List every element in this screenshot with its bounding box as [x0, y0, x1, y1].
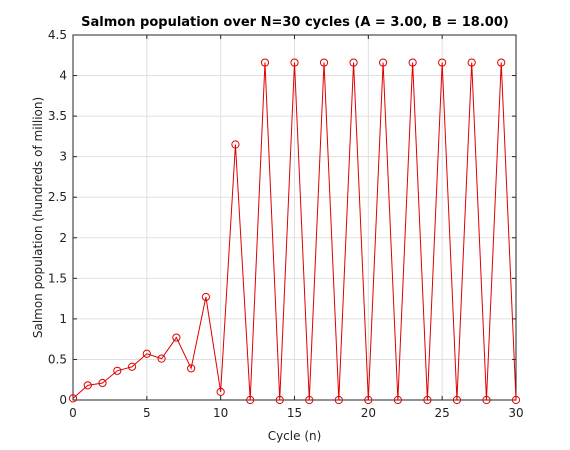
- data-point: [334, 395, 343, 405]
- y-tick-label: 3: [59, 150, 67, 164]
- grid: [72, 34, 517, 401]
- y-tick-label: 4: [59, 69, 67, 83]
- y-tick-label: 3.5: [48, 109, 67, 123]
- data-point: [260, 58, 270, 67]
- y-tick-label: 2.5: [48, 190, 67, 204]
- data-series: [68, 58, 521, 405]
- series-line: [72, 62, 517, 401]
- x-tick-label: 30: [508, 406, 523, 420]
- data-point: [305, 395, 314, 405]
- y-tick-label: 0: [59, 393, 67, 407]
- data-point: [349, 58, 358, 67]
- data-point: [231, 140, 240, 149]
- data-point: [127, 362, 137, 371]
- data-point: [452, 395, 462, 405]
- data-point: [511, 395, 521, 405]
- x-tick-label: 10: [213, 406, 228, 420]
- axis-ticks: 0 5 10 15 20 25 30 0 0.5 1 1.5 2 2.5 3 3.5 4 4.5: [48, 28, 524, 420]
- data-point: [68, 394, 78, 403]
- x-tick-label: 0: [69, 406, 77, 420]
- data-point: [438, 58, 447, 67]
- x-tick-label: 5: [143, 406, 151, 420]
- x-axis-label: Cycle (n): [268, 429, 322, 443]
- x-tick-label: 20: [361, 406, 376, 420]
- data-point: [319, 58, 329, 67]
- data-point: [83, 381, 92, 390]
- data-point: [408, 58, 417, 67]
- data-point: [172, 333, 181, 342]
- data-point: [482, 395, 491, 405]
- y-tick-label: 0.5: [48, 352, 67, 366]
- y-tick-label: 2: [59, 231, 67, 245]
- data-point: [113, 366, 122, 375]
- data-point: [379, 58, 388, 67]
- x-tick-label: 15: [287, 406, 302, 420]
- x-tick-label: 25: [435, 406, 450, 420]
- data-point: [157, 354, 166, 363]
- data-point: [423, 395, 432, 405]
- data-point: [275, 395, 284, 405]
- data-point: [393, 395, 402, 405]
- data-point: [364, 395, 373, 405]
- y-axis-label: Salmon population (hundreds of million): [31, 97, 45, 338]
- data-point: [246, 395, 255, 405]
- y-tick-label: 1: [59, 312, 67, 326]
- y-tick-label: 4.5: [48, 28, 67, 42]
- chart-title: Salmon population over N=30 cycles (A = …: [81, 15, 509, 30]
- data-point: [290, 58, 299, 67]
- data-point: [142, 349, 151, 358]
- y-tick-label: 1.5: [48, 271, 67, 285]
- data-point: [98, 378, 107, 388]
- data-point: [187, 364, 196, 373]
- data-point: [216, 387, 225, 396]
- data-point: [201, 292, 210, 302]
- data-point: [467, 58, 476, 67]
- data-point: [497, 58, 506, 67]
